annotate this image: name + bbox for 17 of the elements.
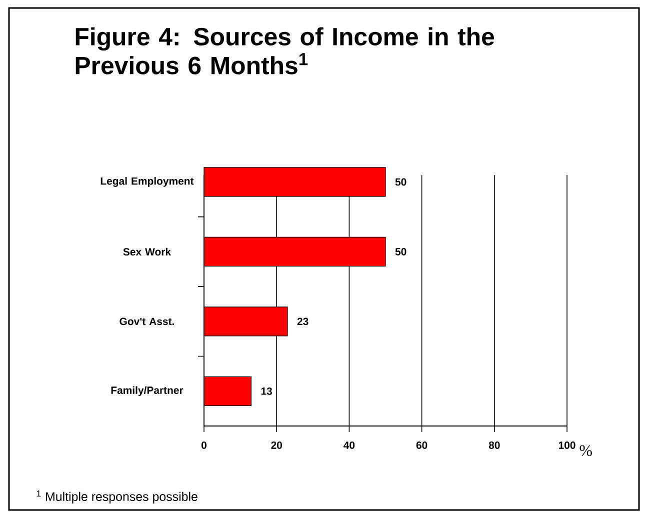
text: $^{1}$ Multiple responses possible	[36, 490, 198, 504]
y-tick-label: Legal Employment	[100, 177, 194, 187]
y-tick-label: Gov't Asst.	[120, 318, 174, 326]
data-label: 50	[395, 248, 406, 256]
data-label: 50	[395, 178, 406, 186]
x-tick-label: 100	[558, 442, 576, 449]
x-tick-label: 40	[344, 442, 355, 449]
y-tick-label: Family/Partner	[111, 386, 184, 396]
chart-title: Figure 4: Sources of Income in the Previous 6 Months$^{1}$	[76, 27, 494, 74]
x-tick-label: 20	[271, 442, 282, 449]
y-tick-label: Sex Work	[123, 248, 172, 256]
x-tick-label: 60	[416, 442, 428, 449]
data-label: 23	[297, 318, 308, 326]
x-axis-title: %	[580, 445, 592, 456]
x-tick-label: 0	[202, 442, 206, 449]
data-label: 13	[261, 387, 272, 395]
x-tick-label: 80	[488, 442, 500, 449]
